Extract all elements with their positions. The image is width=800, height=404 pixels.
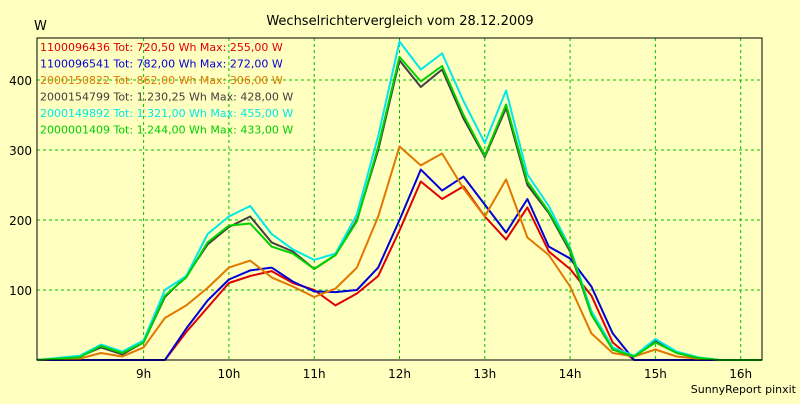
series-line-3: [36, 145, 762, 361]
legend-entry-6: 2000001409 Tot: 1.244,00 Wh Max: 433,00 …: [40, 124, 293, 137]
x-tick-label: 10h: [217, 367, 240, 381]
x-tick-label: 12h: [388, 367, 411, 381]
footer-credit: SunnyReport pinxit: [691, 383, 797, 396]
legend-entry-3: 2000150822 Tot: 862,00 Wh Max: 306,00 W: [40, 74, 283, 87]
tick-labels: 9h 10h 11h 12h 13h 14h 15h 16h 100 200 300 400: [9, 74, 752, 381]
y-tick-label: 100: [9, 284, 32, 298]
x-tick-label: 9h: [136, 367, 151, 381]
chart-title: Wechselrichtervergleich vom 28.12.2009: [266, 14, 533, 29]
y-tick-label: 400: [9, 74, 32, 88]
y-tick-label: 300: [9, 144, 32, 158]
x-tick-label: 15h: [644, 367, 667, 381]
legend-entry-2: 1100096541 Tot: 782,00 Wh Max: 272,00 W: [40, 58, 283, 71]
x-tick-label: 16h: [729, 367, 752, 381]
series-line-5: [36, 40, 762, 361]
plot-frame: [36, 37, 763, 361]
legend-entry-5: 2000149892 Tot: 1.321,00 Wh Max: 455,00 …: [40, 107, 293, 120]
series-line-2: [37, 168, 762, 361]
legend-entry-4: 2000154799 Tot: 1.230,25 Wh Max: 428,00 …: [40, 91, 293, 104]
y-axis-label: W: [34, 19, 47, 34]
x-tick-label: 13h: [473, 367, 496, 381]
series-line-6: [36, 55, 762, 361]
legend-entry-1: 1100096436 Tot: 720,50 Wh Max: 255,00 W: [40, 41, 283, 54]
x-tick-label: 14h: [559, 367, 582, 381]
legend: 1100096436 Tot: 720,50 Wh Max: 255,00 W 1…: [40, 41, 293, 137]
y-tick-label: 200: [9, 214, 32, 228]
x-tick-label: 11h: [303, 367, 326, 381]
